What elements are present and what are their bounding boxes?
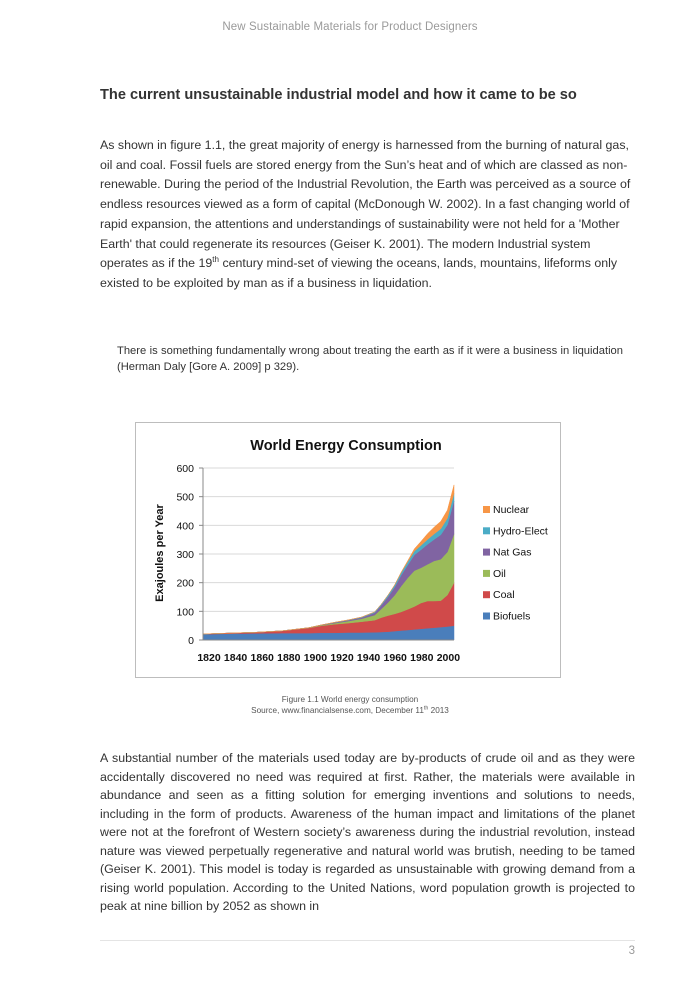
block-quote: There is something fundamentally wrong a… bbox=[117, 345, 623, 373]
legend-label: Oil bbox=[493, 568, 506, 580]
body-paragraph-2: A substantial number of the materials us… bbox=[100, 751, 635, 913]
legend-label: Biofuels bbox=[493, 611, 530, 623]
caption-source: Source, www.financialsense.com, December… bbox=[0, 705, 700, 716]
x-tick-label: 1920 bbox=[330, 652, 354, 664]
x-tick-label: 1980 bbox=[410, 652, 434, 664]
figure-caption: Figure 1.1 World energy consumption Sour… bbox=[0, 694, 700, 716]
paragraph-text-continued: century mind-set of viewing the oceans, … bbox=[100, 256, 618, 290]
section-heading: The current unsustainable industrial mod… bbox=[100, 87, 577, 103]
caption-title: Figure 1.1 World energy consumption bbox=[281, 695, 419, 704]
y-tick-label: 500 bbox=[176, 492, 194, 504]
caption-source-text: Source, www.financialsense.com, December… bbox=[251, 706, 424, 715]
area-nuclear bbox=[202, 484, 455, 635]
legend-swatch bbox=[483, 569, 490, 577]
body-paragraph-1: As shown in figure 1.1, the great majori… bbox=[100, 136, 635, 294]
energy-chart: World Energy Consumption Exajoules per Y… bbox=[135, 422, 561, 678]
x-tick-label: 1940 bbox=[357, 652, 381, 664]
chart-canvas: World Energy Consumption Exajoules per Y… bbox=[154, 438, 548, 664]
x-tick-label: 1900 bbox=[304, 652, 328, 664]
legend-label: Nat Gas bbox=[493, 547, 532, 559]
caption-superscript: th bbox=[423, 705, 429, 712]
legend-swatch bbox=[483, 591, 490, 599]
x-tick-label: 1860 bbox=[251, 652, 275, 664]
paragraph-text: As shown in figure 1.1, the great majori… bbox=[100, 138, 631, 271]
caption-source-year: 2013 bbox=[428, 706, 449, 715]
legend-swatch bbox=[483, 548, 490, 556]
superscript: th bbox=[212, 255, 219, 265]
legend-swatch bbox=[483, 506, 490, 513]
chart-title: World Energy Consumption bbox=[250, 438, 441, 454]
x-tick-label: 2000 bbox=[437, 652, 461, 664]
y-tick-label: 400 bbox=[176, 520, 194, 532]
x-tick-label: 1960 bbox=[384, 652, 408, 664]
legend-label: Coal bbox=[493, 589, 515, 601]
footer-divider bbox=[100, 940, 635, 941]
legend-swatch bbox=[483, 612, 490, 620]
y-tick-label: 100 bbox=[176, 606, 194, 618]
y-tick-label: 200 bbox=[176, 578, 194, 590]
legend: Nuclear Hydro-Elect Nat Gas Oil Coal Biofuels bbox=[483, 504, 548, 623]
running-header: New Sustainable Materials for Product De… bbox=[222, 21, 478, 33]
x-tick-label: 1820 bbox=[197, 652, 221, 664]
legend-label: Nuclear bbox=[493, 504, 530, 516]
x-tick-label: 1880 bbox=[277, 652, 301, 664]
y-tick-label: 0 bbox=[188, 635, 194, 647]
legend-label: Hydro-Elect bbox=[493, 525, 548, 537]
page-number: 3 bbox=[628, 945, 635, 957]
legend-swatch bbox=[483, 527, 490, 535]
y-axis-label: Exajoules per Year bbox=[154, 503, 166, 601]
x-tick-label: 1840 bbox=[224, 652, 248, 664]
y-tick-label: 600 bbox=[176, 463, 194, 475]
stacked-areas bbox=[202, 484, 455, 641]
y-tick-label: 300 bbox=[176, 549, 194, 561]
